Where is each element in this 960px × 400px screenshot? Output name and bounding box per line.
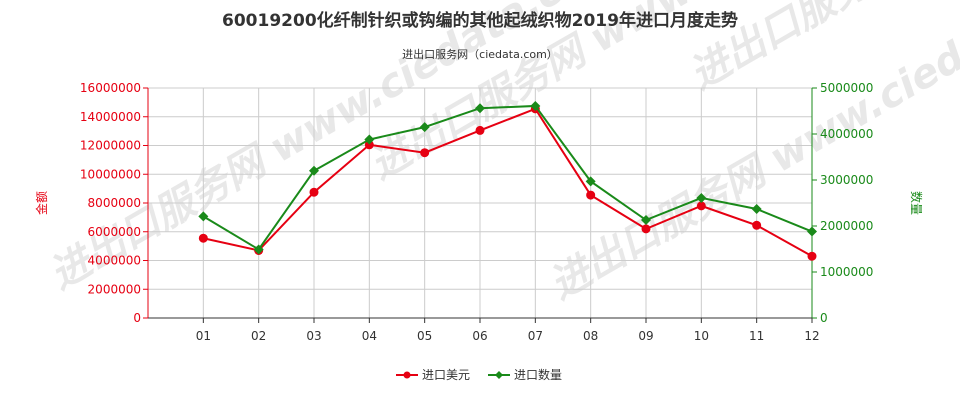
data-point — [475, 103, 485, 114]
data-point — [751, 203, 762, 214]
legend-label: 进口数量 — [514, 367, 562, 382]
data-point — [530, 100, 541, 111]
y-left-tick-label: 2000000 — [88, 282, 141, 296]
legend-marker — [403, 371, 411, 379]
data-point — [309, 187, 319, 197]
data-point — [475, 125, 485, 135]
x-tick-label: 04 — [362, 329, 377, 343]
y-left-tick-label: 0 — [133, 311, 141, 325]
grid-layer — [147, 87, 813, 319]
y-right-axis-title: 数量 — [909, 191, 924, 215]
data-point — [696, 201, 706, 211]
data-point — [807, 226, 817, 237]
legend-label: 进口美元 — [422, 368, 470, 382]
chart-subtitle: 进出口服务网（ciedata.com） — [402, 47, 558, 61]
data-point — [419, 122, 430, 133]
data-point — [364, 134, 375, 145]
y-left-tick-label: 14000000 — [80, 110, 141, 124]
y-left-tick-label: 16000000 — [80, 81, 141, 95]
x-tick-label: 05 — [417, 329, 432, 343]
x-tick-label: 09 — [638, 329, 653, 343]
data-point — [641, 215, 651, 226]
y-right-tick-label: 4000000 — [820, 127, 873, 141]
x-tick-label: 11 — [749, 329, 764, 343]
x-tick-label: 07 — [528, 329, 543, 343]
y-right-tick-label: 5000000 — [820, 81, 873, 95]
data-point — [198, 233, 208, 243]
y-left-tick-label: 4000000 — [88, 254, 141, 268]
x-tick-label: 06 — [472, 329, 487, 343]
y-right-tick-label: 0 — [820, 311, 828, 325]
y-left-tick-label: 6000000 — [88, 225, 141, 239]
legend-marker — [495, 371, 503, 379]
x-tick-label: 12 — [804, 329, 819, 343]
y-right-tick-label: 1000000 — [820, 265, 873, 279]
y-left-tick-label: 8000000 — [88, 196, 141, 210]
x-tick-label: 01 — [196, 329, 211, 343]
data-point — [198, 211, 209, 222]
y-right-tick-label: 3000000 — [820, 173, 873, 187]
axes-layer: 0200000040000006000000800000010000000120… — [34, 81, 924, 343]
data-point — [696, 192, 707, 203]
y-left-tick-label: 12000000 — [80, 139, 141, 153]
x-tick-label: 03 — [306, 329, 321, 343]
series-line — [203, 107, 813, 258]
data-point — [752, 220, 762, 230]
y-left-tick-label: 10000000 — [80, 167, 141, 181]
data-point — [586, 190, 596, 200]
x-tick-label: 10 — [694, 329, 709, 343]
series-line — [202, 104, 813, 251]
x-tick-label: 08 — [583, 329, 598, 343]
y-left-axis-title: 金额 — [34, 191, 49, 215]
x-tick-label: 02 — [251, 329, 266, 343]
data-point — [253, 244, 264, 255]
legend-layer: 进口美元 进口数量 — [396, 367, 562, 382]
data-point — [309, 165, 319, 176]
data-point — [585, 176, 596, 187]
series-layer — [198, 100, 817, 261]
data-point — [364, 140, 374, 150]
data-point — [807, 251, 817, 261]
y-right-tick-label: 2000000 — [820, 219, 873, 233]
chart-title: 60019200化纤制针织或钩编的其他起绒织物2019年进口月度走势 — [222, 10, 738, 31]
data-point — [420, 148, 430, 158]
data-point — [641, 224, 651, 234]
